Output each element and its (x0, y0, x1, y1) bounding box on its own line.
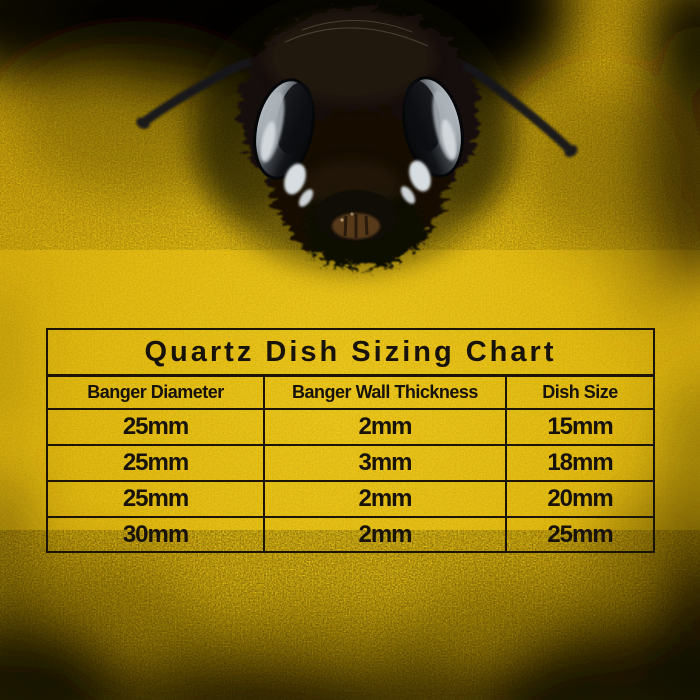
left-compound-eye (253, 78, 315, 180)
table-row: 25mm 3mm 18mm (48, 446, 653, 482)
cheek-highlights (284, 160, 431, 207)
right-compound-eye (402, 76, 464, 178)
cell-wall-thickness: 2mm (265, 518, 507, 551)
table-row: 30mm 2mm 25mm (48, 518, 653, 551)
cell-wall-thickness: 3mm (265, 446, 507, 480)
cell-wall-thickness: 2mm (265, 410, 507, 444)
column-header-banger-diameter: Banger Diameter (48, 377, 265, 408)
cell-dish-size: 25mm (547, 520, 613, 548)
cell-dish-size: 18mm (547, 449, 613, 476)
column-header-banger-wall-thickness: Banger Wall Thickness (265, 377, 507, 408)
table-header-row: Banger Diameter Banger Wall Thickness Di… (48, 377, 653, 410)
cell-wall-thickness: 2mm (265, 482, 507, 516)
bee-illustration (136, 0, 578, 270)
table-row: 25mm 2mm 15mm (48, 410, 653, 446)
table-row: 25mm 2mm 20mm (48, 482, 653, 518)
table-title: Quartz Dish Sizing Chart (48, 330, 653, 377)
fur-sheen-top (265, 13, 435, 103)
mandibles (314, 190, 398, 242)
bottom-grain-texture (0, 530, 700, 700)
cell-banger-diameter: 30mm (48, 518, 265, 551)
sizing-table: Quartz Dish Sizing Chart Banger Diameter… (46, 328, 655, 553)
cell-banger-diameter: 25mm (48, 446, 265, 480)
cell-dish-size: 15mm (547, 413, 613, 440)
cell-dish-size: 20mm (547, 485, 613, 512)
fine-hairs (284, 19, 429, 47)
cell-banger-diameter: 25mm (48, 482, 265, 516)
column-header-dish-size: Dish Size (542, 382, 618, 402)
cell-banger-diameter: 25mm (48, 410, 265, 444)
